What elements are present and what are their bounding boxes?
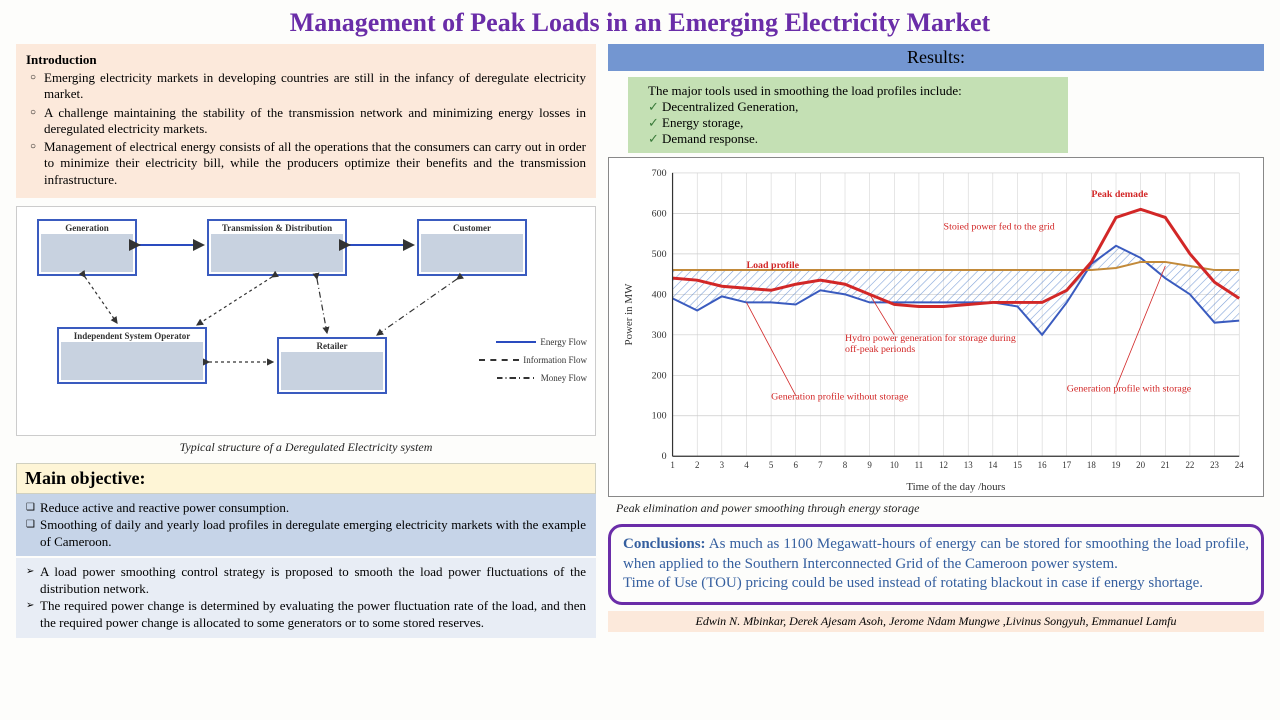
authors: Edwin N. Mbinkar, Derek Ajesam Asoh, Jer… bbox=[608, 611, 1264, 632]
svg-text:21: 21 bbox=[1161, 460, 1170, 470]
tool-item: Demand response. bbox=[648, 131, 1056, 147]
svg-text:200: 200 bbox=[652, 370, 667, 381]
svg-text:24: 24 bbox=[1235, 460, 1244, 470]
svg-text:10: 10 bbox=[890, 460, 899, 470]
svg-text:Hydro power generation for sto: Hydro power generation for storage durin… bbox=[845, 333, 1016, 355]
svg-text:13: 13 bbox=[964, 460, 973, 470]
chart-caption: Peak elimination and power smoothing thr… bbox=[616, 501, 1264, 516]
svg-text:22: 22 bbox=[1185, 460, 1194, 470]
svg-text:12: 12 bbox=[939, 460, 948, 470]
tools-intro: The major tools used in smoothing the lo… bbox=[648, 83, 1056, 99]
svg-text:400: 400 bbox=[652, 289, 667, 300]
svg-text:7: 7 bbox=[818, 460, 823, 470]
node-label: Customer bbox=[421, 223, 523, 233]
svg-text:11: 11 bbox=[915, 460, 924, 470]
objective-item: A load power smoothing control strategy … bbox=[26, 564, 586, 598]
load-chart: 0100200300400500600700123456789101112131… bbox=[608, 157, 1264, 497]
svg-text:9: 9 bbox=[867, 460, 872, 470]
intro-item: Management of electrical energy consists… bbox=[30, 139, 586, 188]
svg-text:Generation profile without sto: Generation profile without storage bbox=[771, 392, 909, 403]
legend-info: Information Flow bbox=[523, 355, 587, 365]
svg-text:6: 6 bbox=[794, 460, 799, 470]
svg-text:500: 500 bbox=[652, 249, 667, 260]
conclusions-heading: Conclusions: bbox=[623, 536, 706, 552]
objective-heading: Main objective: bbox=[16, 463, 596, 494]
legend-money: Money Flow bbox=[541, 373, 587, 383]
node-label: Transmission & Distribution bbox=[211, 223, 343, 233]
tools-box: The major tools used in smoothing the lo… bbox=[628, 77, 1068, 153]
intro-item: A challenge maintaining the stability of… bbox=[30, 105, 586, 138]
svg-text:Peak demade: Peak demade bbox=[1091, 189, 1148, 200]
objective-item: Reduce active and reactive power consump… bbox=[26, 500, 586, 517]
svg-text:300: 300 bbox=[652, 330, 667, 341]
objective-box1: Reduce active and reactive power consump… bbox=[16, 494, 596, 557]
node-label: Independent System Operator bbox=[61, 331, 203, 341]
node-label: Retailer bbox=[281, 341, 383, 351]
svg-text:Power in MW: Power in MW bbox=[623, 283, 635, 346]
conclusions-box: Conclusions: As much as 1100 Megawatt-ho… bbox=[608, 524, 1264, 605]
objective-item: The required power change is determined … bbox=[26, 598, 586, 632]
intro-item: Emerging electricity markets in developi… bbox=[30, 70, 586, 103]
svg-text:Time of the day /hours: Time of the day /hours bbox=[906, 481, 1005, 493]
svg-text:20: 20 bbox=[1136, 460, 1145, 470]
svg-text:1: 1 bbox=[670, 460, 674, 470]
svg-text:100: 100 bbox=[652, 411, 667, 422]
svg-text:14: 14 bbox=[988, 460, 997, 470]
legend-energy: Energy Flow bbox=[540, 337, 587, 347]
tool-item: Energy storage, bbox=[648, 115, 1056, 131]
results-heading: Results: bbox=[608, 44, 1264, 71]
svg-text:3: 3 bbox=[720, 460, 725, 470]
node-label: Generation bbox=[41, 223, 133, 233]
svg-text:19: 19 bbox=[1112, 460, 1121, 470]
svg-text:Generation profile with storag: Generation profile with storage bbox=[1067, 383, 1192, 394]
svg-text:17: 17 bbox=[1062, 460, 1071, 470]
objective-item: Smoothing of daily and yearly load profi… bbox=[26, 517, 586, 551]
conclusions-text: As much as 1100 Megawatt-hours of energy… bbox=[623, 536, 1249, 591]
right-column: Results: The major tools used in smoothi… bbox=[608, 44, 1264, 638]
objective-box2: A load power smoothing control strategy … bbox=[16, 558, 596, 638]
svg-text:2: 2 bbox=[695, 460, 699, 470]
svg-text:8: 8 bbox=[843, 460, 848, 470]
intro-box: Introduction Emerging electricity market… bbox=[16, 44, 596, 198]
svg-text:4: 4 bbox=[744, 460, 749, 470]
diagram-caption: Typical structure of a Deregulated Elect… bbox=[16, 440, 596, 455]
tool-item: Decentralized Generation, bbox=[648, 99, 1056, 115]
system-diagram: Generation Transmission & Distribution C… bbox=[16, 206, 596, 436]
svg-text:600: 600 bbox=[652, 208, 667, 219]
page-title: Management of Peak Loads in an Emerging … bbox=[0, 0, 1280, 44]
left-column: Introduction Emerging electricity market… bbox=[16, 44, 596, 638]
svg-text:16: 16 bbox=[1038, 460, 1047, 470]
svg-text:Load profile: Load profile bbox=[746, 260, 799, 271]
intro-heading: Introduction bbox=[26, 52, 586, 68]
svg-text:Stoied power fed to the grid: Stoied power fed to the grid bbox=[944, 222, 1055, 233]
svg-text:0: 0 bbox=[662, 451, 667, 462]
svg-text:23: 23 bbox=[1210, 460, 1219, 470]
svg-text:5: 5 bbox=[769, 460, 774, 470]
svg-text:15: 15 bbox=[1013, 460, 1022, 470]
svg-text:18: 18 bbox=[1087, 460, 1096, 470]
svg-text:700: 700 bbox=[652, 168, 667, 179]
